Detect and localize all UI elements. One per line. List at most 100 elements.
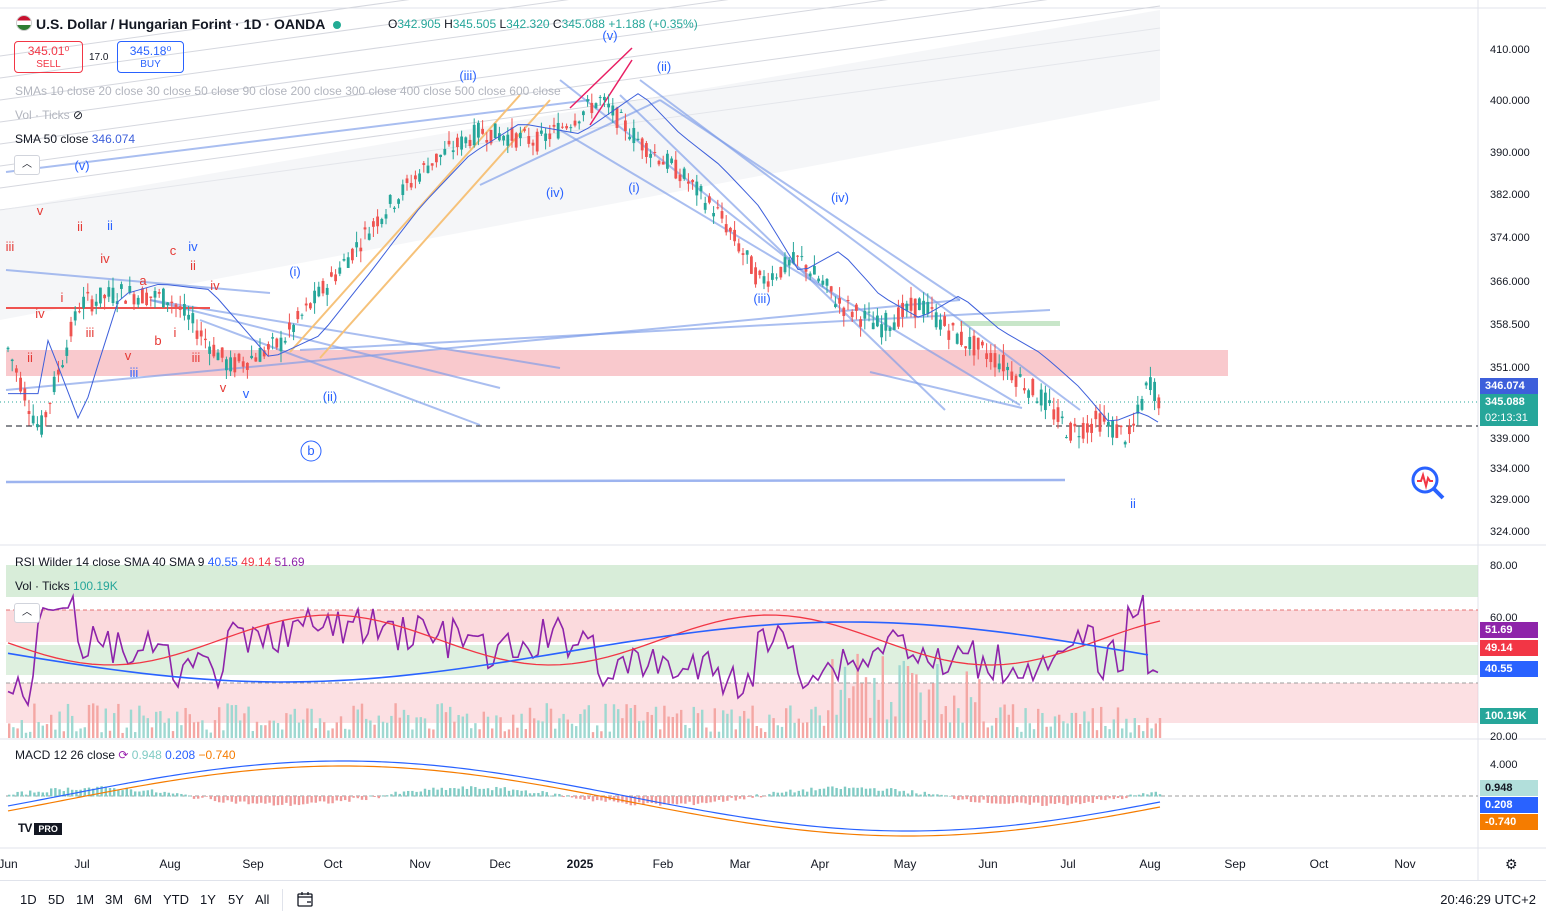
macd-histogram-bar [722,796,725,802]
macd-histogram-bar [894,788,897,797]
settings-icon[interactable]: ⚙ [1505,856,1518,872]
range-1d-button[interactable]: 1D [20,892,37,907]
macd-histogram-bar [919,794,922,797]
macd-histogram-bar [776,792,779,797]
zoom-magnifier-icon[interactable] [1410,465,1446,506]
macd-histogram-bar [528,793,532,797]
vol-legend[interactable]: Vol · Ticks 100.19K [15,579,118,593]
volume-bar [289,714,292,738]
candle-body [359,247,363,252]
range-all-button[interactable]: All [255,892,270,907]
macd-histogram-bar [1158,794,1162,797]
candle-body [1002,354,1005,372]
volume-bar [751,705,754,738]
candle-body [174,304,178,307]
volume-bar [37,721,40,738]
collapse-legend-button[interactable]: ︿ [14,155,40,175]
volume-bar [1083,711,1086,738]
clock-readout[interactable]: 20:46:29 UTC+2 [1440,892,1536,907]
macd-histogram-bar [356,796,359,799]
candle-body [246,362,249,370]
smas-legend[interactable]: SMAs 10 close 20 close 30 close 50 close… [15,84,561,98]
macd-histogram-bar [1137,794,1141,797]
candle-body [212,344,216,357]
sma50-legend[interactable]: SMA 50 close 346.074 [15,132,135,146]
volume-bar [848,698,851,738]
macd-histogram-bar [566,795,569,797]
volume-bar [696,713,700,738]
macd-tag-1: 0.948 [1480,780,1538,796]
candle-body [477,122,480,138]
macd-settings-icon[interactable]: ⟳ [118,748,129,762]
candle-body [649,153,652,158]
macd-histogram-bar [390,794,393,797]
volume-bar [281,729,284,738]
macd-histogram-bar [1108,796,1111,799]
volume-bar [87,704,91,738]
volume-bar [780,726,784,738]
volume-bar [759,728,763,738]
rsi-legend[interactable]: RSI Wilder 14 close SMA 40 SMA 9 40.55 4… [15,555,305,569]
volume-bar [129,709,133,738]
macd-legend[interactable]: MACD 12 26 close ⟳ 0.948 0.208 −0.740 [15,748,236,762]
volume-bar [730,709,733,738]
candle-body [1027,390,1030,398]
candle-body [380,219,384,225]
trend-line [299,309,1051,351]
symbol-title[interactable]: U.S. Dollar / Hungarian Forint · 1D · OA… [16,15,347,32]
calendar-goto-date-icon[interactable] [296,890,314,913]
candle-body [1157,397,1161,409]
volume-bar [373,724,376,738]
macd-histogram-bar [297,796,301,806]
range-ytd-button[interactable]: YTD [163,892,189,907]
candle-body [771,273,774,280]
macd-histogram-bar [932,794,935,797]
macd-histogram-bar [272,796,275,806]
channel-line [0,0,1048,145]
macd-histogram-bar [54,788,57,797]
rsi-sma40-line [7,621,1149,683]
candle-body [334,274,337,282]
range-6m-button[interactable]: 6M [134,892,153,907]
channel-fill [0,10,1160,320]
candle-body [451,150,455,153]
wave-label: b [307,443,314,458]
macd-histogram-bar [512,789,515,797]
candle-body [414,175,417,180]
candle-body [972,335,976,356]
volume-bar [423,718,427,738]
collapse-rsi-button[interactable]: ︿ [14,603,40,623]
macd-histogram-bar [780,792,784,797]
macd-histogram-bar [386,795,389,797]
macd-histogram-bar [755,794,758,797]
trend-line [149,299,501,389]
macd-histogram-bar [226,796,229,801]
candle-body [120,284,123,289]
range-5d-button[interactable]: 5D [48,892,65,907]
range-5y-button[interactable]: 5Y [228,892,244,907]
volume-bar [587,705,590,738]
volume-bar [776,725,779,738]
buy-button[interactable]: 345.18⁰ BUY [117,41,184,73]
volume-bar [915,674,918,738]
candle-body [867,311,871,313]
candle-body [237,353,241,362]
range-1m-button[interactable]: 1M [76,892,95,907]
macd-histogram-bar [352,796,355,798]
macd-histogram-bar [1150,792,1153,797]
range-3m-button[interactable]: 3M [105,892,124,907]
logo-mark: TV [18,821,32,835]
sell-button[interactable]: 345.01⁰ SELL [14,41,83,73]
macd-histogram-bar [478,788,481,797]
macd-histogram-bar [738,796,742,799]
candle-body [716,207,720,209]
chart-canvas[interactable]: (v) (iii) (ii) (iv) (i) (iv) (iii) (i) (ii) b (v) i… [0,0,1546,880]
macd-histogram-bar [197,796,200,799]
macd-histogram-bar [1049,796,1052,804]
candle-body [863,310,867,319]
vol-ticks-legend[interactable]: Vol · Ticks ⊘ [15,108,83,122]
eye-hidden-icon[interactable]: ⊘ [73,108,84,122]
candle-body [267,344,270,350]
range-1y-button[interactable]: 1Y [200,892,216,907]
macd-histogram-bar [701,796,704,803]
